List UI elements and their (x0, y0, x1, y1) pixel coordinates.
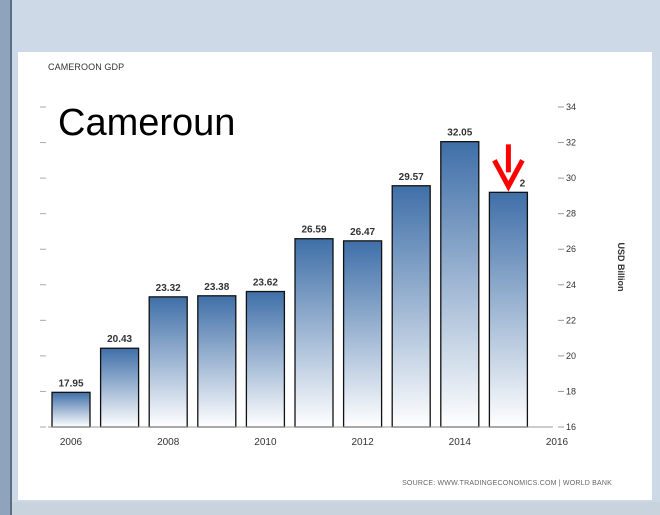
bar-2013 (391, 185, 431, 428)
arrow-head (492, 159, 525, 192)
data-label-2012: 26.47 (350, 227, 375, 238)
y-axis-label: USD Billion (616, 243, 626, 292)
bar-2011 (294, 238, 334, 428)
y-tick-label-16: 16 (566, 422, 576, 432)
y-tick-label-18: 18 (566, 386, 576, 396)
x-tick-label-2006: 2006 (60, 437, 83, 448)
y-tick-label-26: 26 (566, 244, 576, 254)
x-tick-label-2010: 2010 (254, 437, 277, 448)
bar-2015 (488, 191, 529, 428)
y-tick-label-22: 22 (566, 315, 576, 325)
x-tick-label-2016: 2016 (546, 437, 569, 448)
y-tick-label-24: 24 (566, 280, 576, 290)
data-label-2009: 23.38 (204, 282, 229, 293)
bar-2010 (245, 290, 286, 428)
data-label-2007: 20.43 (107, 334, 132, 345)
data-label-2014: 32.05 (447, 128, 472, 139)
bar-2014 (440, 141, 480, 428)
data-label-2008: 23.32 (156, 283, 181, 294)
data-label-2010: 23.62 (253, 278, 278, 289)
bar-2012 (342, 240, 383, 428)
y-tick-label-20: 20 (566, 351, 576, 361)
window-left-frame (0, 0, 12, 515)
data-label-2011: 26.59 (301, 225, 326, 236)
x-tick-label-2014: 2014 (449, 437, 472, 448)
y-tick-label-28: 28 (566, 209, 576, 219)
data-label-2013: 29.57 (399, 172, 424, 183)
bar-2008 (148, 296, 188, 428)
y-tick-label-32: 32 (566, 138, 576, 148)
data-label-2006: 17.95 (58, 378, 83, 389)
window-bottom-frame (12, 502, 660, 515)
data-label-2015: 2 (520, 178, 526, 189)
x-tick-label-2008: 2008 (157, 437, 180, 448)
bar-2007 (99, 347, 140, 428)
chart-title: CAMEROON GDP (48, 62, 125, 72)
y-tick-label-30: 30 (566, 173, 576, 183)
country-overlay-label: Cameroun (58, 102, 236, 144)
source-note: SOURCE: WWW.TRADINGECONOMICS.COM | WORLD… (402, 480, 612, 487)
chart-panel: CAMEROON GDP Cameroun 17.95 20.43 23.32 23.… (18, 52, 652, 500)
bar-2009 (197, 295, 237, 428)
gdp-bar-chart: 17.95 20.43 23.32 23.38 23.62 26.59 26.47 29.57… (40, 102, 626, 448)
bar-2006 (51, 391, 91, 428)
y-tick-label-34: 34 (566, 102, 576, 112)
window-left-frame-edge (10, 0, 12, 515)
x-tick-label-2012: 2012 (351, 437, 374, 448)
